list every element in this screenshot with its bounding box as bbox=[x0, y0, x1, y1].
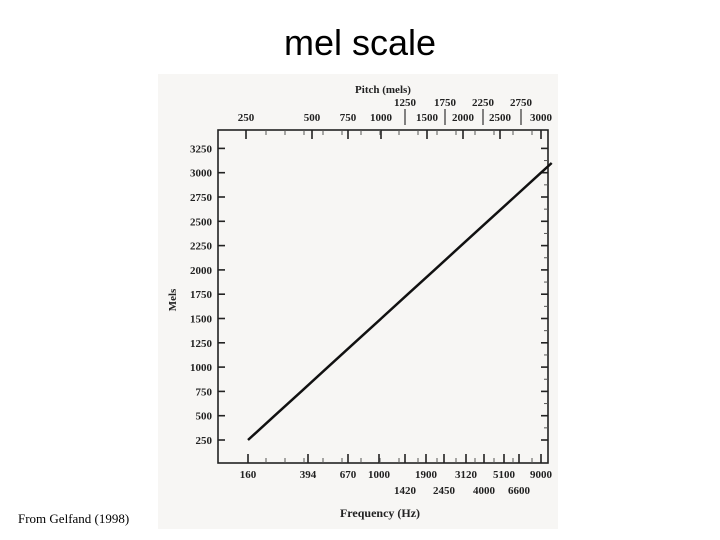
x-tick-label-upper: 160 bbox=[240, 469, 257, 481]
x-tick-label-upper: 3120 bbox=[455, 469, 478, 481]
top-tick-label-upper: 1750 bbox=[434, 97, 457, 109]
top-tick-label-lower: 750 bbox=[340, 112, 357, 124]
top-tick-label-lower: 250 bbox=[238, 112, 255, 124]
top-tick-label-lower: 500 bbox=[304, 112, 321, 124]
x-tick-label-upper: 9000 bbox=[530, 469, 553, 481]
y-tick-label: 1500 bbox=[190, 314, 213, 326]
x-tick-label-upper: 670 bbox=[340, 469, 357, 481]
top-tick-label-lower: 1500 bbox=[416, 112, 439, 124]
y-tick-label: 1250 bbox=[190, 338, 213, 350]
top-tick-label-lower: 2000 bbox=[452, 112, 475, 124]
y-tick-label: 500 bbox=[196, 411, 213, 423]
source-credit: From Gelfand (1998) bbox=[18, 511, 130, 526]
top-tick-label-lower: 1000 bbox=[370, 112, 393, 124]
y-tick-label: 2750 bbox=[190, 192, 213, 204]
top-tick-label-lower: 2500 bbox=[489, 112, 512, 124]
y-tick-label: 1000 bbox=[190, 362, 213, 374]
x-tick-label-upper: 5100 bbox=[493, 469, 516, 481]
x-tick-label-upper: 1000 bbox=[368, 469, 391, 481]
x-tick-label-lower: 1420 bbox=[394, 485, 417, 497]
x-tick-label-upper: 1900 bbox=[415, 469, 438, 481]
y-tick-label: 2000 bbox=[190, 265, 213, 277]
x-tick-label-upper: 394 bbox=[300, 469, 317, 481]
top-tick-label-upper: 1250 bbox=[394, 97, 417, 109]
scanned-figure-background bbox=[158, 74, 558, 529]
top-tick-label-upper: 2250 bbox=[472, 97, 495, 109]
mel-curve-line bbox=[247, 162, 553, 441]
top-tick-label-lower: 3000 bbox=[530, 112, 553, 124]
top-axis-title: Pitch (mels) bbox=[355, 84, 411, 96]
x-axis-title: Frequency (Hz) bbox=[340, 506, 420, 520]
y-tick-label: 2250 bbox=[190, 241, 213, 253]
slide-title: mel scale bbox=[283, 22, 437, 63]
y-tick-label: 750 bbox=[196, 386, 213, 398]
y-tick-label: 3250 bbox=[190, 143, 213, 155]
y-tick-label: 3000 bbox=[190, 168, 213, 180]
top-tick-label-upper: 2750 bbox=[510, 97, 533, 109]
plot-frame bbox=[217, 129, 549, 464]
y-axis-title: Mels bbox=[167, 288, 179, 311]
x-tick-label-lower: 2450 bbox=[433, 485, 456, 497]
y-tick-label: 2500 bbox=[190, 216, 213, 228]
y-tick-label: 1750 bbox=[190, 289, 213, 301]
x-tick-label-lower: 6600 bbox=[508, 485, 531, 497]
y-tick-label: 250 bbox=[196, 435, 213, 447]
x-tick-label-lower: 4000 bbox=[473, 485, 496, 497]
